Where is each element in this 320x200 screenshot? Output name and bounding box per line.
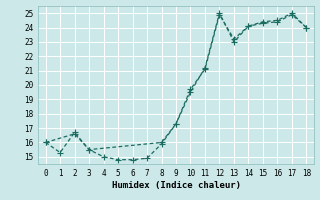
- X-axis label: Humidex (Indice chaleur): Humidex (Indice chaleur): [111, 181, 241, 190]
